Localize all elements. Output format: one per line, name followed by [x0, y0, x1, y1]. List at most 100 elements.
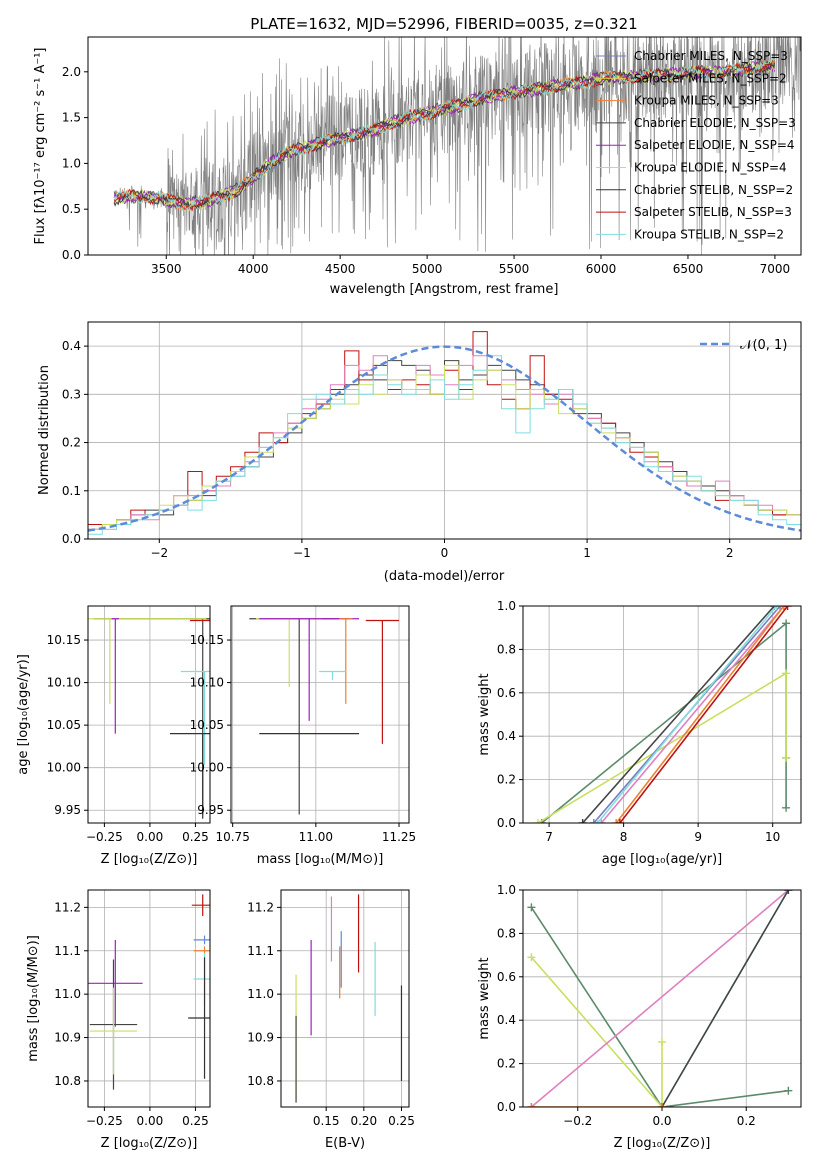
- panel-plot-area: [527, 890, 793, 1107]
- mass-vs-ebv-panel: 0.15 0.20 0.25 10.8 10.9 11.0 11.1 11.2 E(B-V): [247, 889, 415, 1151]
- ytick-label: 10.15: [190, 633, 224, 647]
- xtick-label: 0.15: [313, 1114, 340, 1128]
- ytick-label: 0.8: [497, 642, 516, 656]
- residual-ytick-label: 0.2: [62, 436, 81, 450]
- massweight-marker: [779, 606, 788, 610]
- massweight-marker: [658, 1037, 666, 1046]
- spectrum-legend: Chabrier MILES, N_SSP=3 Salpeter MILES, N…: [596, 49, 796, 241]
- ytick-label: 0.6: [497, 686, 516, 700]
- spectrum-title: PLATE=1632, MJD=52996, FIBERID=0035, z=0…: [250, 15, 637, 33]
- ytick-label: 11.2: [247, 900, 274, 914]
- xlabel: mass [log₁₀(M/M⊙)]: [257, 852, 384, 867]
- ytick-label: 0.2: [497, 1057, 516, 1071]
- ytick-label: 0.4: [497, 729, 516, 743]
- residual-ytick-label: 0.3: [62, 387, 81, 401]
- spectrum-xtick-label: 3500: [151, 262, 182, 276]
- ylabel: mass weight: [477, 673, 492, 755]
- xtick-label: 7: [545, 830, 553, 844]
- spectrum-ylabel: Flux [fλ10⁻¹⁷ erg cm⁻² s⁻¹ A⁻¹]: [33, 48, 48, 245]
- massweight-marker: [772, 606, 781, 610]
- massweight-marker: [782, 619, 791, 628]
- axes-frame: [87, 889, 211, 1108]
- massweight-line: [619, 606, 789, 823]
- massweight-line: [615, 606, 785, 823]
- xlabel: Z [log₁₀(Z/Z⊙)]: [614, 1136, 711, 1151]
- spectrum-legend-label: Salpeter ELODIE, N_SSP=4: [634, 138, 795, 152]
- mass-vs-metallicity-panel: −0.25 0.00 0.25 10.8 10.9 11.0 11.1 11.2 Z [log₁…: [26, 889, 211, 1151]
- panel-plot-area: [88, 618, 210, 819]
- spectrum-legend-label: Kroupa STELIB, N_SSP=2: [634, 227, 784, 241]
- massweight-line: [596, 606, 778, 823]
- spectrum-xtick-label: 6000: [586, 262, 617, 276]
- spectrum-ytick-label: 2.0: [62, 65, 81, 79]
- ylabel: mass weight: [477, 957, 492, 1039]
- xtick-label: 9: [694, 830, 702, 844]
- age-vs-metallicity-panel: −0.25 0.00 0.25 9.95 10.00 10.05 10.10 10.15 Z […: [16, 605, 211, 867]
- spectrum-legend-label: Salpeter MILES, N_SSP=2: [634, 71, 787, 85]
- residual-ytick-label: 0.4: [62, 339, 81, 353]
- xlabel: age [log₁₀(age/yr)]: [602, 852, 723, 867]
- massweight-line: [530, 890, 789, 1107]
- xtick-label: 8: [620, 830, 628, 844]
- age-vs-mass-panel: 10.75 11.00 11.25 9.95 10.00 10.05 10.10 10.15 m…: [190, 605, 416, 867]
- ytick-label: 0.8: [497, 926, 516, 940]
- residual-xtick-label: 0: [441, 546, 449, 560]
- massweight-marker: [784, 890, 793, 894]
- spectrum-legend-label: Chabrier ELODIE, N_SSP=3: [634, 116, 796, 130]
- massweight-marker: [589, 819, 598, 823]
- massweight-marker: [578, 819, 587, 823]
- ytick-label: 10.8: [247, 1074, 274, 1088]
- ytick-label: 0.2: [497, 773, 516, 787]
- gaussian-curve: [87, 345, 802, 532]
- spectrum-xtick-label: 6500: [673, 262, 704, 276]
- massweight-marker: [782, 753, 791, 762]
- spectrum-xtick-label: 5500: [499, 262, 530, 276]
- spectrum-xtick-label: 4500: [325, 262, 356, 276]
- spectrum-legend-label: Kroupa MILES, N_SSP=3: [634, 94, 779, 108]
- massweight-marker: [776, 606, 785, 610]
- massweight-vs-metallicity-panel: −0.2 0.0 0.2 0.0 0.2 0.4 0.6 0.8 1.0 Z [log₁₀(Z/Z…: [477, 883, 802, 1151]
- spectrum-plot-area: [113, 37, 801, 255]
- xtick-label: 0.20: [350, 1114, 377, 1128]
- xlabel: E(B-V): [325, 1136, 365, 1151]
- massweight-marker: [527, 953, 536, 962]
- xlabel: Z [log₁₀(Z/Z⊙)]: [101, 1136, 198, 1151]
- ytick-label: 11.0: [247, 987, 274, 1001]
- residual-legend: 𝒩(0, 1): [700, 338, 787, 353]
- massweight-marker: [782, 669, 791, 678]
- axes-frame: [522, 605, 802, 824]
- panel-plot-area: [249, 618, 400, 815]
- massweight-vs-age-panel: 7 8 9 10 0.0 0.2 0.4 0.6 0.8 1.0 age [log₁₀(age/yr…: [477, 599, 802, 867]
- ylabel: age [log₁₀(age/yr)]: [16, 654, 31, 775]
- residual-histogram-panel: −2 −1 0 1 2 0.0 0.1 0.2 0.3 0.4 (data-model)/err…: [37, 321, 802, 584]
- massweight-line: [530, 956, 663, 1107]
- ytick-label: 10.9: [54, 1031, 81, 1045]
- ytick-label: 10.00: [47, 761, 81, 775]
- spectrum-model-line: [113, 58, 775, 212]
- spectrum-xtick-label: 5000: [412, 262, 443, 276]
- ytick-label: 10.10: [47, 676, 81, 690]
- axes-frame: [280, 889, 410, 1108]
- massweight-marker: [783, 606, 792, 610]
- xtick-label: 11.00: [299, 830, 333, 844]
- panel-plot-area: [533, 606, 792, 823]
- panel-plot-area: [88, 894, 210, 1090]
- ytick-label: 10.10: [190, 676, 224, 690]
- ytick-label: 9.95: [197, 803, 224, 817]
- residual-xtick-label: 1: [583, 546, 591, 560]
- spectrum-ytick-label: 1.5: [62, 111, 81, 125]
- spectrum-panel: PLATE=1632, MJD=52996, FIBERID=0035, z=0…: [33, 15, 802, 297]
- massweight-line: [661, 890, 790, 1107]
- spectrum-legend-label: Kroupa ELODIE, N_SSP=4: [634, 161, 787, 175]
- massweight-line: [582, 606, 775, 823]
- xtick-label: 0.25: [182, 1114, 209, 1128]
- spectrum-legend-label: Salpeter STELIB, N_SSP=3: [634, 205, 792, 219]
- ytick-label: 10.15: [47, 633, 81, 647]
- massweight-marker: [615, 819, 624, 823]
- ytick-label: 10.05: [47, 718, 81, 732]
- xtick-label: 0.25: [388, 1114, 415, 1128]
- residual-ytick-label: 0.0: [62, 532, 81, 546]
- spectrum-legend-label: Chabrier STELIB, N_SSP=2: [634, 183, 793, 197]
- xtick-label: −0.25: [86, 1114, 123, 1128]
- panel-plot-area: [295, 894, 403, 1103]
